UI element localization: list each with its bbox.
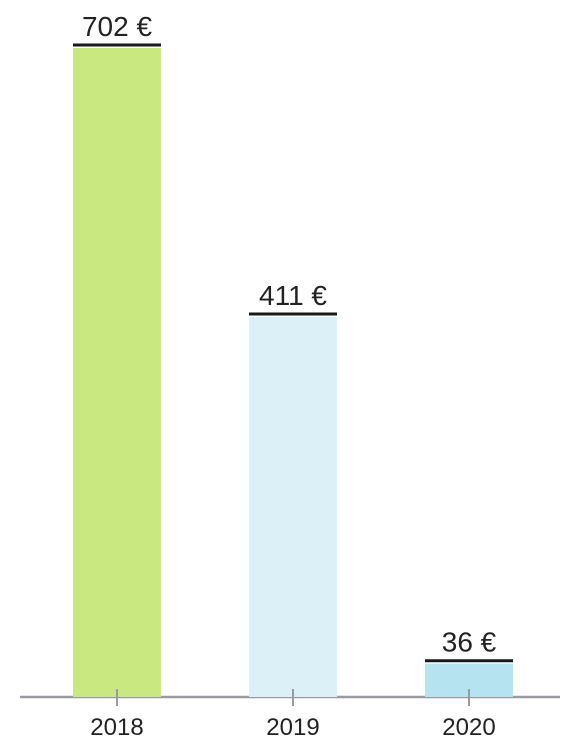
value-label: 36 € [442,627,497,658]
x-tick-label: 2020 [442,714,495,741]
bar [73,48,161,697]
value-label: 702 € [82,11,152,42]
x-tick-label: 2019 [266,714,319,741]
bar [249,317,337,697]
value-label: 411 € [259,280,327,311]
x-tick-label: 2018 [90,714,143,741]
